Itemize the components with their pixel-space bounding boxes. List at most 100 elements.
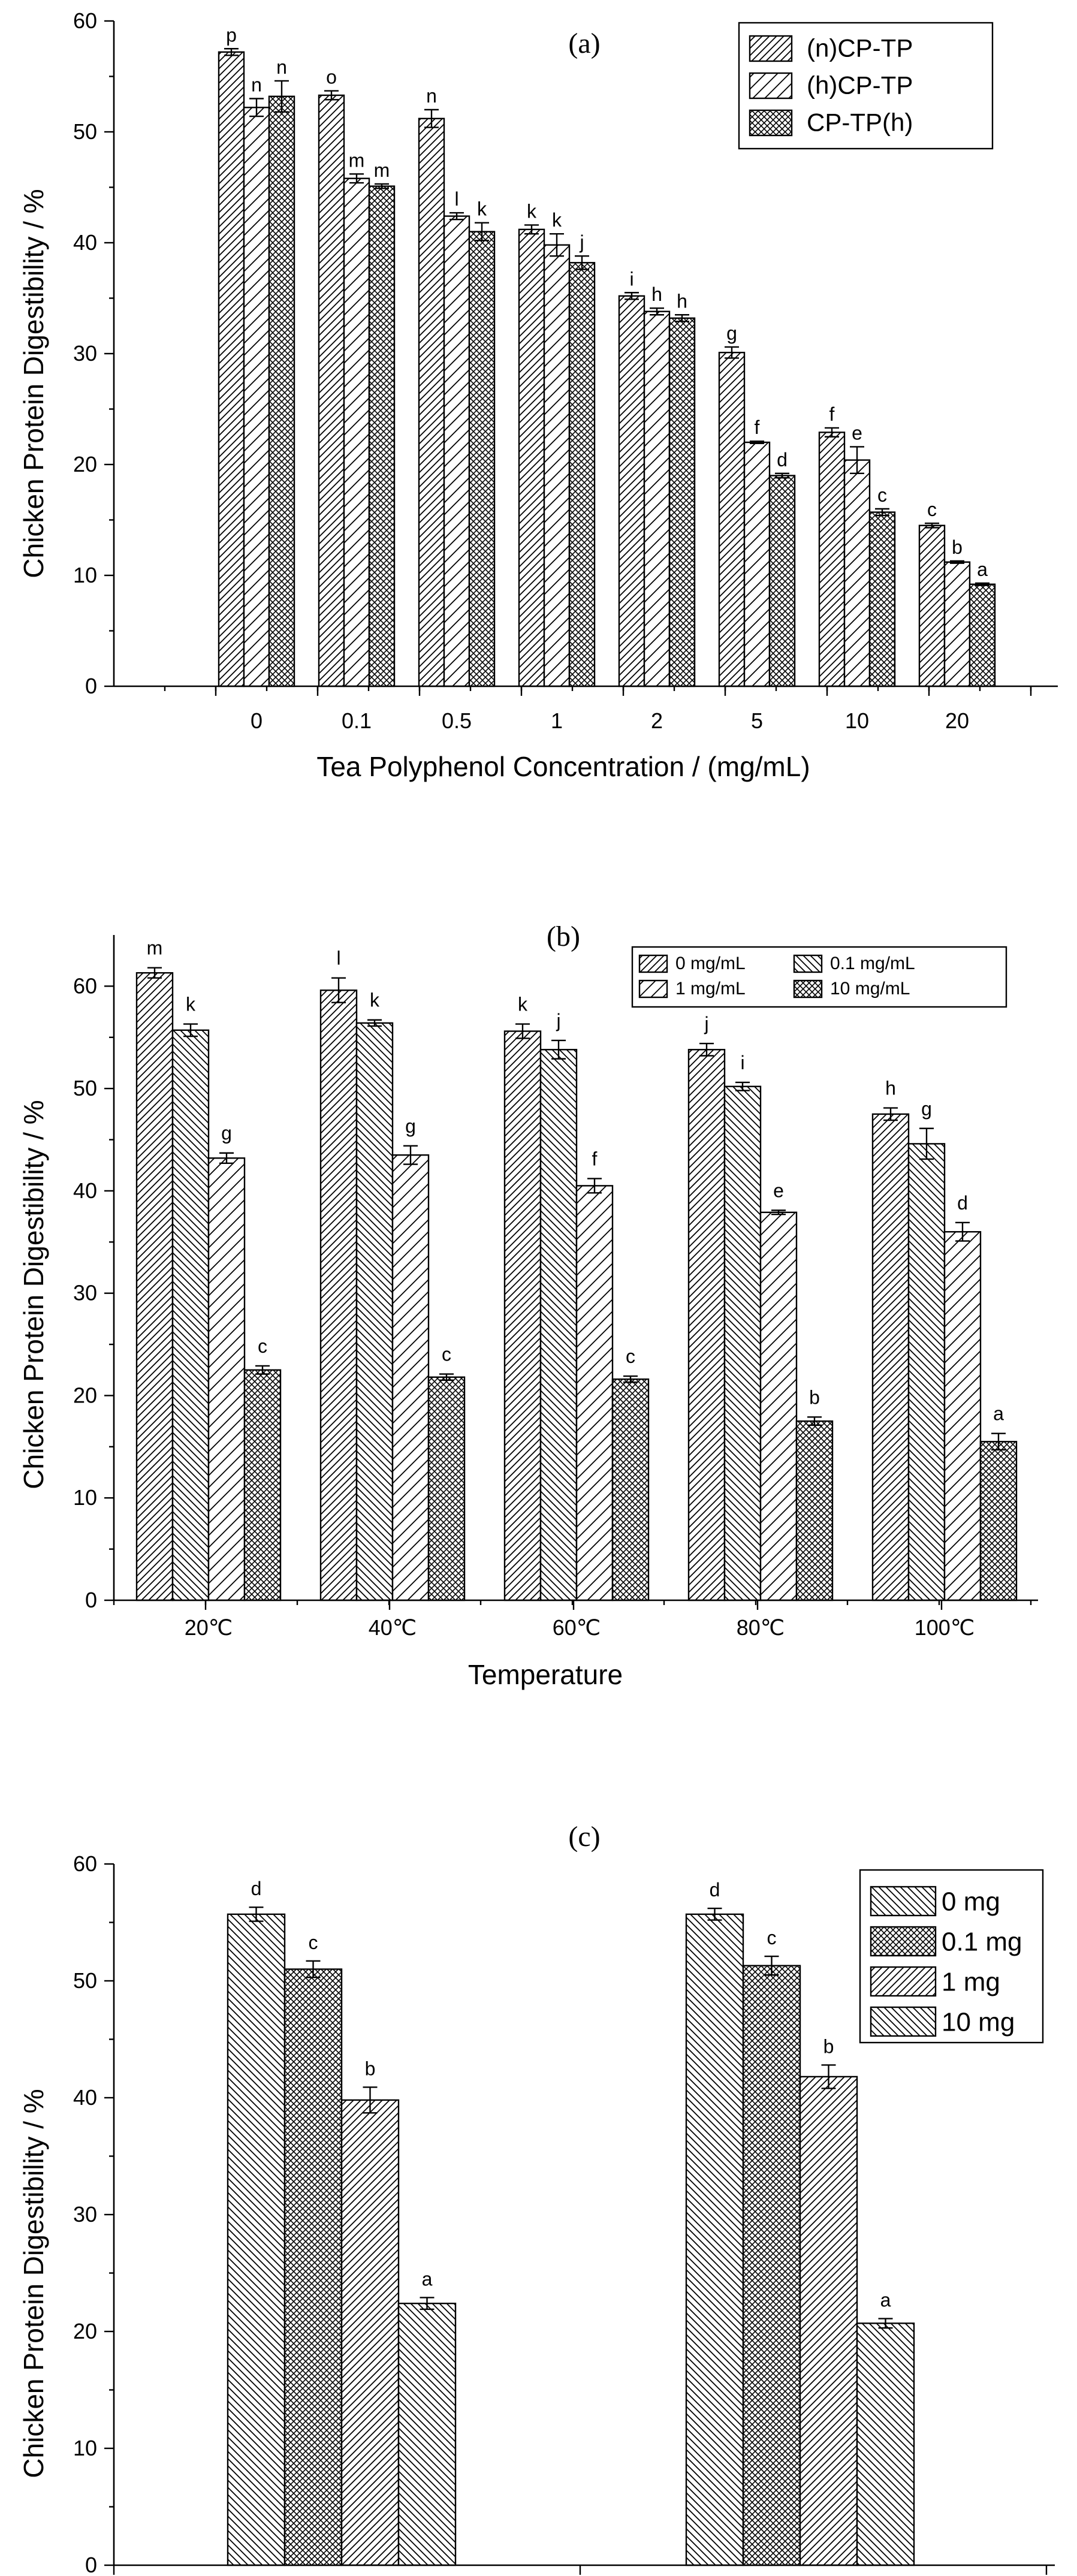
legend-swatch-c-2 bbox=[870, 1966, 937, 1997]
significance-letter-b-1-1: k bbox=[370, 990, 380, 1011]
significance-letter-a-7-0: c bbox=[927, 499, 937, 520]
chart-b-plot: 0 10 20 30 40 50 60 m k g c 20℃ l k g c 40℃ k j f c 60℃ j i e b 80… bbox=[73, 935, 1038, 1640]
bar-c-1-1 bbox=[742, 1965, 801, 2566]
significance-letter-b-2-1: j bbox=[556, 1010, 560, 1031]
x-tick-label-b-0: 20℃ bbox=[185, 1615, 233, 1640]
significance-letter-c-1-2: b bbox=[823, 2035, 834, 2057]
bar-b-1-0 bbox=[319, 990, 358, 1601]
bar-a-6-2 bbox=[868, 511, 896, 687]
significance-letter-b-4-3: a bbox=[993, 1403, 1004, 1425]
legend-swatch-b-2 bbox=[638, 979, 668, 999]
y-tick-label-c-1: 10 bbox=[73, 2436, 97, 2460]
bar-a-7-2 bbox=[969, 583, 996, 687]
legend-swatch-a-2 bbox=[749, 109, 793, 137]
bar-b-3-1 bbox=[723, 1085, 762, 1601]
x-tick-label-a-3: 1 bbox=[551, 708, 563, 733]
y-tick-label-a-2: 20 bbox=[73, 452, 97, 476]
significance-letter-a-1-0: o bbox=[326, 67, 337, 88]
chart-b-title: (b) bbox=[547, 921, 580, 952]
significance-letter-b-1-2: g bbox=[405, 1115, 416, 1137]
significance-letter-a-4-2: h bbox=[677, 290, 687, 312]
bar-b-2-3 bbox=[611, 1378, 650, 1601]
chart-b-x-axis-title: Temperature bbox=[468, 1659, 623, 1690]
chart-c: (c) 0102030405060dcbapepsindcbatrypsin0 … bbox=[18, 1821, 1055, 2576]
significance-letter-a-6-1: e bbox=[852, 422, 862, 444]
bar-b-2-0 bbox=[503, 1030, 542, 1601]
significance-letter-a-3-0: k bbox=[527, 200, 537, 222]
significance-letter-c-1-1: c bbox=[767, 1927, 777, 1948]
bar-a-3-2 bbox=[568, 262, 596, 687]
bar-a-3-1 bbox=[543, 244, 571, 687]
bar-b-1-3 bbox=[427, 1376, 466, 1601]
significance-letter-a-6-0: f bbox=[829, 403, 835, 425]
bar-a-7-0 bbox=[918, 524, 946, 687]
bar-b-3-0 bbox=[687, 1049, 726, 1601]
x-tick-label-b-4: 100℃ bbox=[915, 1615, 975, 1640]
x-tick-label-a-0: 0 bbox=[251, 708, 263, 733]
significance-letter-a-0-0: p bbox=[226, 24, 237, 46]
significance-letter-b-1-3: c bbox=[442, 1344, 451, 1365]
chart-b: (b) 0 10 20 30 40 50 60 m k g c 20℃ l k g c 40℃ k j f c 60℃ j i… bbox=[18, 921, 1038, 1690]
significance-letter-b-0-1: k bbox=[186, 994, 196, 1015]
bar-a-4-2 bbox=[668, 317, 696, 687]
significance-letter-a-2-1: l bbox=[454, 188, 458, 210]
chart-a-title: (a) bbox=[568, 28, 600, 59]
significance-letter-b-4-1: g bbox=[921, 1098, 932, 1120]
legend-label-a-2: CP-TP(h) bbox=[807, 108, 913, 136]
significance-letter-b-3-2: e bbox=[773, 1180, 784, 1201]
bar-b-0-3 bbox=[243, 1369, 282, 1601]
significance-letter-c-1-0: d bbox=[710, 1879, 720, 1901]
x-tick-label-a-7: 20 bbox=[945, 708, 969, 733]
legend-swatch-b-1 bbox=[793, 954, 823, 973]
y-tick-label-b-5: 50 bbox=[73, 1076, 97, 1100]
chart-a-x-axis-title: Tea Polyphenol Concentration / (mg/mL) bbox=[316, 751, 810, 782]
significance-letter-c-0-3: a bbox=[422, 2268, 433, 2290]
bar-a-6-1 bbox=[843, 459, 871, 687]
y-tick-label-a-4: 40 bbox=[73, 230, 97, 255]
y-tick-label-c-4: 40 bbox=[73, 2085, 97, 2110]
chart-a-y-axis-title: Chicken Protein Digestibility / % bbox=[18, 189, 49, 578]
significance-letter-b-2-3: c bbox=[626, 1346, 635, 1367]
y-tick-label-c-3: 30 bbox=[73, 2202, 97, 2227]
legend-label-b-2: 1 mg/mL bbox=[675, 979, 746, 999]
significance-letter-b-1-0: l bbox=[336, 948, 340, 969]
y-tick-label-c-6: 60 bbox=[73, 1851, 97, 1876]
y-tick-label-c-2: 20 bbox=[73, 2319, 97, 2343]
significance-letter-a-1-2: m bbox=[374, 159, 390, 181]
legend-swatch-b-3 bbox=[793, 979, 823, 999]
significance-letter-c-0-2: b bbox=[365, 2058, 376, 2079]
bar-a-6-0 bbox=[818, 432, 846, 687]
y-tick-label-a-6: 60 bbox=[73, 8, 97, 33]
x-tick-label-a-6: 10 bbox=[845, 708, 869, 733]
chart-c-y-axis-title: Chicken Protein Digestibility / % bbox=[18, 2089, 49, 2478]
bar-a-1-1 bbox=[343, 177, 370, 687]
legend-label-c-0: 0 mg bbox=[942, 1887, 1000, 1916]
bar-b-0-1 bbox=[171, 1029, 210, 1601]
bar-a-5-1 bbox=[743, 441, 771, 687]
x-tick-label-a-2: 0.5 bbox=[442, 708, 472, 733]
bar-b-0-0 bbox=[135, 972, 174, 1601]
significance-letter-a-4-1: h bbox=[651, 283, 662, 305]
x-tick-label-a-1: 0.1 bbox=[342, 708, 372, 733]
x-tick-label-a-4: 2 bbox=[651, 708, 663, 733]
bar-a-1-0 bbox=[318, 94, 345, 687]
bar-b-4-2 bbox=[943, 1231, 982, 1601]
bar-a-4-1 bbox=[643, 310, 671, 687]
bar-a-0-2 bbox=[268, 95, 295, 687]
y-tick-label-a-0: 0 bbox=[85, 674, 97, 698]
bar-b-3-3 bbox=[795, 1420, 834, 1601]
significance-letter-c-0-0: d bbox=[251, 1878, 262, 1899]
y-tick-label-c-0: 0 bbox=[85, 2553, 97, 2576]
significance-letter-a-6-2: c bbox=[877, 484, 887, 506]
bar-a-5-2 bbox=[768, 475, 796, 687]
significance-letter-b-2-2: f bbox=[592, 1148, 598, 1169]
bar-b-4-0 bbox=[871, 1113, 910, 1601]
legend-swatch-c-0 bbox=[870, 1886, 937, 1917]
significance-letter-c-1-3: a bbox=[880, 2290, 891, 2311]
bar-a-3-0 bbox=[518, 228, 545, 687]
bar-c-1-3 bbox=[856, 2322, 915, 2566]
y-tick-label-b-2: 20 bbox=[73, 1383, 97, 1407]
significance-letter-a-2-0: n bbox=[426, 85, 437, 107]
significance-letter-c-0-1: c bbox=[309, 1932, 318, 1953]
